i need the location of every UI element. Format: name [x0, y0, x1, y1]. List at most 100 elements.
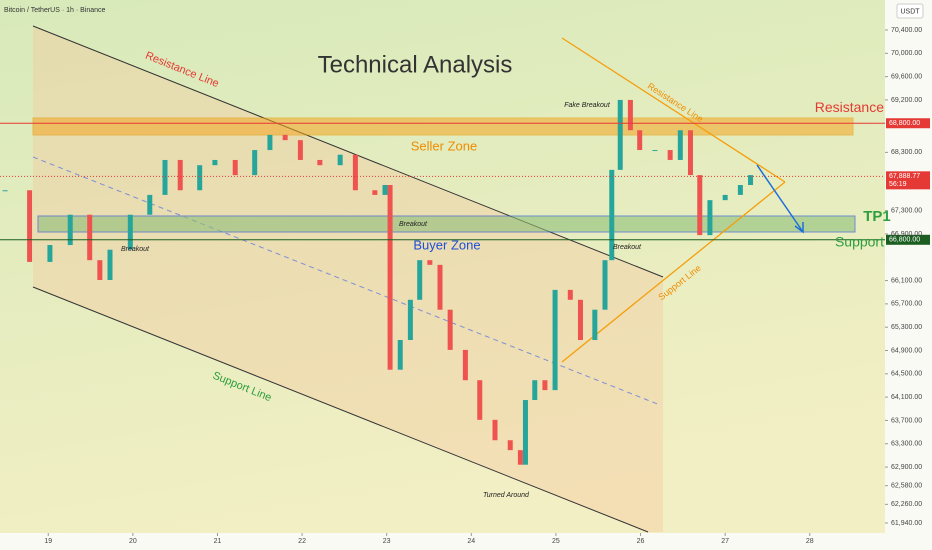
x-tick-label: 24: [467, 538, 475, 545]
x-tick-label: 20: [129, 538, 137, 545]
candle: [552, 289, 558, 391]
candle: [107, 249, 113, 280]
x-tick-label: 19: [44, 538, 52, 545]
y-tick-label: 63,700.00: [891, 417, 922, 424]
candle: [372, 190, 378, 195]
y-tick-label: 68,300.00: [891, 149, 922, 156]
candle: [387, 185, 393, 370]
candle: [197, 165, 203, 191]
candle: [522, 400, 528, 465]
candle: [602, 260, 608, 310]
annotation: Breakout: [613, 244, 642, 251]
candle: [737, 185, 743, 195]
candle: [687, 130, 693, 176]
candle: [532, 380, 538, 401]
candle: [212, 159, 218, 166]
x-tick-label: 25: [552, 538, 560, 545]
candle: [27, 190, 33, 262]
projection-arrow: [756, 164, 804, 233]
candle: [462, 349, 468, 381]
candle: [177, 159, 183, 191]
y-tick-label: 61,940.00: [891, 520, 922, 527]
x-tick-label: 21: [214, 538, 222, 545]
candle: [517, 450, 523, 465]
candle: [67, 214, 73, 246]
candle: [397, 340, 403, 370]
candle: [97, 260, 103, 280]
candle: [147, 194, 153, 215]
candle: [232, 159, 238, 176]
symbol: Bitcoin / TetherUS · 1h · Binance: [4, 7, 106, 14]
candle: [567, 289, 573, 300]
candle: [437, 264, 443, 310]
x-tick-label: 23: [383, 538, 391, 545]
x-tick-label: 28: [806, 538, 814, 545]
candle: [652, 150, 658, 152]
annotation: Fake Breakout: [564, 102, 611, 109]
channel-lower: [32, 286, 649, 533]
price-tag: [886, 171, 930, 190]
x-tick-label: 26: [637, 538, 645, 545]
candle: [507, 440, 513, 451]
candle: [722, 194, 728, 201]
annotation: Breakout: [121, 246, 150, 253]
candle: [627, 99, 633, 131]
annotation: Turned Around: [483, 492, 530, 499]
candle: [297, 140, 303, 160]
candle: [252, 150, 258, 176]
level-name: Support: [835, 233, 884, 249]
annotation: Breakout: [399, 221, 428, 228]
y-tick-label: 65,300.00: [891, 324, 922, 331]
candle: [352, 154, 358, 191]
candle: [592, 309, 598, 341]
candle: [637, 130, 643, 151]
candle: [609, 169, 615, 261]
candle: [707, 200, 713, 236]
price-tag-label: 67,888.77: [889, 173, 920, 180]
channel-fill: [33, 26, 663, 532]
candle: [617, 99, 623, 170]
candle: [407, 299, 413, 341]
candle: [2, 190, 8, 192]
level-name: Resistance: [815, 99, 884, 115]
annotation: Seller Zone: [411, 138, 477, 153]
y-tick-label: 62,260.00: [891, 501, 922, 508]
currency[interactable]: USDT: [900, 8, 920, 15]
time-axis-panel: [0, 533, 885, 550]
seller-zone: [32, 117, 854, 136]
y-tick-label: 64,900.00: [891, 347, 922, 354]
candle: [542, 380, 548, 391]
y-tick-label: 70,400.00: [891, 27, 922, 34]
candle: [427, 260, 433, 265]
candle: [87, 214, 93, 261]
y-tick-label: 67,300.00: [891, 207, 922, 214]
candles: [2, 99, 754, 465]
annotation: Buyer Zone: [413, 237, 480, 252]
candle: [577, 299, 583, 341]
y-tick-label: 66,100.00: [891, 277, 922, 284]
y-tick-label: 63,300.00: [891, 441, 922, 448]
x-tick-label: 22: [298, 538, 306, 545]
y-tick-label: 62,900.00: [891, 464, 922, 471]
chart-title: Technical Analysis: [318, 51, 513, 78]
candle: [667, 150, 673, 160]
annotation: TP1: [863, 208, 891, 225]
candle: [317, 159, 323, 166]
candle: [677, 130, 683, 160]
triangle-upper: [561, 37, 786, 183]
y-tick-label: 62,580.00: [891, 483, 922, 490]
y-tick-label: 66,900.00: [891, 231, 922, 238]
candle: [477, 380, 483, 420]
currency-box: [896, 3, 924, 19]
price-tag-label: 68,800.00: [889, 120, 920, 127]
candle: [162, 159, 168, 195]
candle: [417, 260, 423, 300]
candle: [127, 214, 133, 250]
buyer-zone: [37, 215, 856, 233]
triangle-lower: [561, 181, 786, 363]
candle: [282, 134, 288, 141]
price-tag-label: 66,800.00: [889, 237, 920, 244]
arrow-head: [794, 222, 804, 234]
